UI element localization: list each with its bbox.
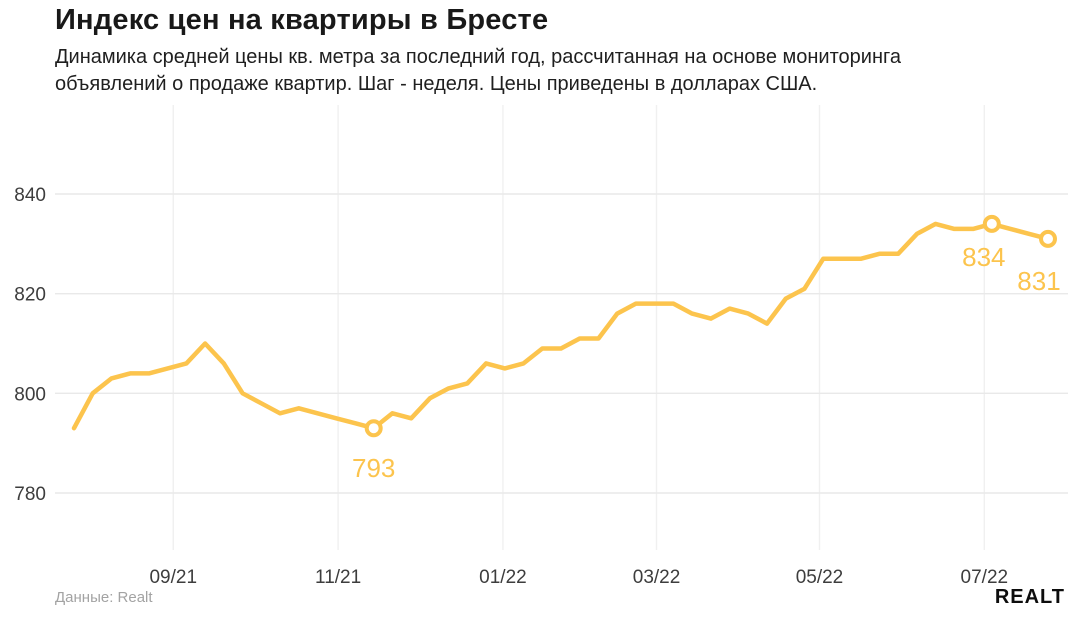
chart-title: Индекс цен на квартиры в Бресте (55, 4, 549, 36)
x-axis-tick-label: 09/21 (149, 567, 197, 588)
x-axis-tick-label: 01/22 (479, 567, 527, 588)
y-axis-tick-label: 800 (14, 384, 46, 405)
data-point-label: 834 (962, 242, 1005, 272)
y-axis-tick-label: 840 (14, 185, 46, 206)
x-axis-tick-label: 03/22 (633, 567, 681, 588)
y-axis-tick-label: 820 (14, 285, 46, 306)
data-source-label: Данные: Realt (55, 589, 153, 606)
x-axis-tick-label: 05/22 (796, 567, 844, 588)
data-point-marker (1039, 229, 1057, 248)
subtitle-line-2: объявлений о продаже квартир. Шаг - неде… (55, 73, 818, 95)
chart-subtitle: Динамика средней цены кв. метра за после… (55, 44, 901, 98)
y-axis-tick-label: 780 (14, 484, 46, 505)
price-line (71, 221, 1051, 431)
x-axis-tick-label: 07/22 (961, 567, 1009, 588)
subtitle-line-1: Динамика средней цены кв. метра за после… (55, 46, 901, 68)
data-point-label: 831 (1017, 266, 1060, 296)
data-point-marker (364, 419, 383, 438)
data-point-label: 793 (352, 453, 395, 483)
realt-logo: Realt (994, 586, 1065, 608)
data-point-marker (982, 214, 1001, 233)
x-axis-tick-label: 11/21 (315, 567, 361, 588)
